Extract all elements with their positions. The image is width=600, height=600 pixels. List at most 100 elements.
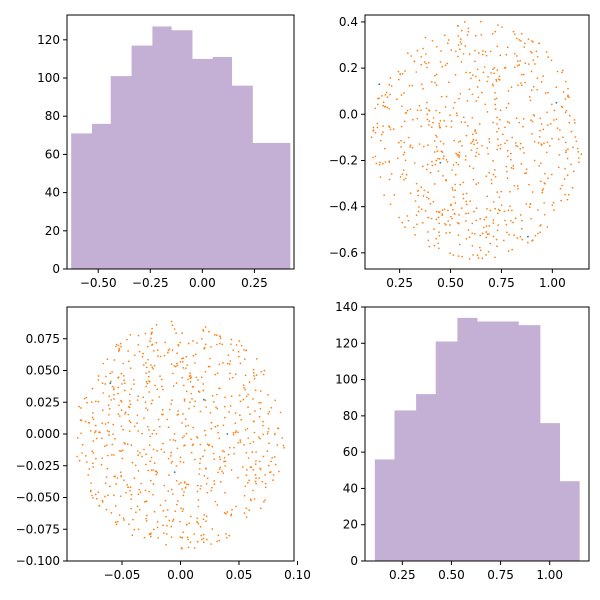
scatter-point [127, 350, 130, 352]
scatter-point [143, 448, 145, 451]
scatter-point [101, 382, 104, 384]
scatter-point [200, 534, 203, 537]
scatter-point [172, 372, 174, 375]
scatter-point [187, 546, 190, 549]
scatter-point [137, 395, 140, 398]
scatter-point [509, 190, 511, 193]
scatter-point [121, 383, 123, 385]
scatter-point [225, 536, 228, 539]
scatter-point [496, 138, 499, 141]
scatter-point [471, 232, 473, 235]
scatter-point [195, 376, 198, 379]
x-tick-label: 0.50 [437, 276, 464, 290]
histogram-bar [477, 321, 500, 561]
scatter-point [112, 433, 114, 435]
scatter-point [253, 377, 256, 380]
scatter-point [445, 95, 448, 98]
scatter-point [468, 258, 471, 260]
scatter-point [117, 392, 119, 395]
scatter-point [510, 158, 512, 161]
scatter-point [437, 170, 440, 173]
scatter-point [466, 34, 469, 36]
scatter-point [384, 147, 386, 150]
scatter-point [392, 128, 395, 130]
scatter-point [372, 126, 375, 129]
scatter-point [120, 400, 123, 403]
scatter-point [223, 460, 225, 463]
scatter-point [142, 396, 145, 399]
scatter-point [249, 442, 251, 445]
scatter-point [174, 365, 177, 368]
scatter-point [179, 456, 182, 459]
scatter-point [423, 61, 426, 63]
scatter-point [477, 52, 480, 54]
scatter-point [117, 350, 120, 352]
scatter-point [532, 113, 535, 116]
scatter-point [229, 405, 232, 407]
scatter-point [526, 241, 529, 244]
scatter-point [258, 415, 261, 418]
scatter-point [151, 399, 154, 402]
scatter-point [402, 153, 405, 156]
scatter-point [238, 394, 241, 397]
scatter-point [561, 184, 563, 187]
scatter-point [431, 39, 434, 42]
histogram-bar [252, 142, 291, 269]
scatter-point [262, 433, 265, 436]
axes-frame [364, 14, 590, 270]
scatter-point [479, 249, 482, 252]
scatter-point [477, 257, 480, 259]
scatter-point [566, 157, 569, 160]
scatter-point [514, 217, 517, 220]
y-tick-label: 40 [343, 481, 358, 495]
scatter-point [433, 151, 436, 153]
scatter-point [497, 144, 500, 147]
scatter-point [86, 401, 88, 404]
scatter-point [547, 56, 550, 58]
scatter-point [432, 200, 435, 203]
scatter-point [188, 375, 191, 378]
scatter-point [493, 98, 496, 101]
scatter-point [107, 404, 110, 406]
scatter-point [94, 493, 97, 496]
scatter-point [488, 233, 490, 235]
scatter-point [500, 204, 503, 207]
scatter-point [405, 112, 408, 114]
scatter-point [400, 146, 402, 148]
scatter-point [507, 90, 510, 92]
scatter-point [475, 132, 478, 134]
scatter-point [481, 53, 484, 56]
scatter-point [416, 190, 419, 192]
scatter-point [120, 425, 123, 427]
scatter-point [435, 159, 438, 162]
scatter-point [262, 373, 265, 376]
histogram-bar [394, 410, 417, 561]
scatter-point [578, 161, 580, 164]
scatter-point [556, 127, 559, 130]
scatter-point [216, 393, 218, 396]
scatter-point [476, 147, 478, 150]
scatter-point [223, 416, 226, 419]
scatter-point [114, 505, 117, 507]
scatter-point [388, 107, 390, 110]
scatter-point [175, 332, 177, 334]
scatter-point [381, 162, 384, 165]
scatter-point [170, 536, 173, 538]
scatter-point [261, 480, 264, 483]
scatter-point [446, 42, 449, 45]
scatter-point [274, 399, 277, 402]
scatter-point [253, 498, 256, 500]
scatter-point [457, 35, 460, 37]
scatter-point [564, 141, 567, 144]
scatter-point [163, 484, 166, 487]
scatter-point [476, 142, 479, 144]
y-tick-label: 20 [343, 518, 358, 532]
scatter-point [488, 171, 490, 174]
scatter-point [190, 451, 193, 454]
scatter-point [389, 203, 392, 206]
scatter-point [149, 340, 151, 343]
scatter-point [190, 392, 193, 395]
scatter-point [123, 519, 125, 521]
scatter-point [490, 178, 493, 181]
scatter-point [570, 163, 572, 166]
